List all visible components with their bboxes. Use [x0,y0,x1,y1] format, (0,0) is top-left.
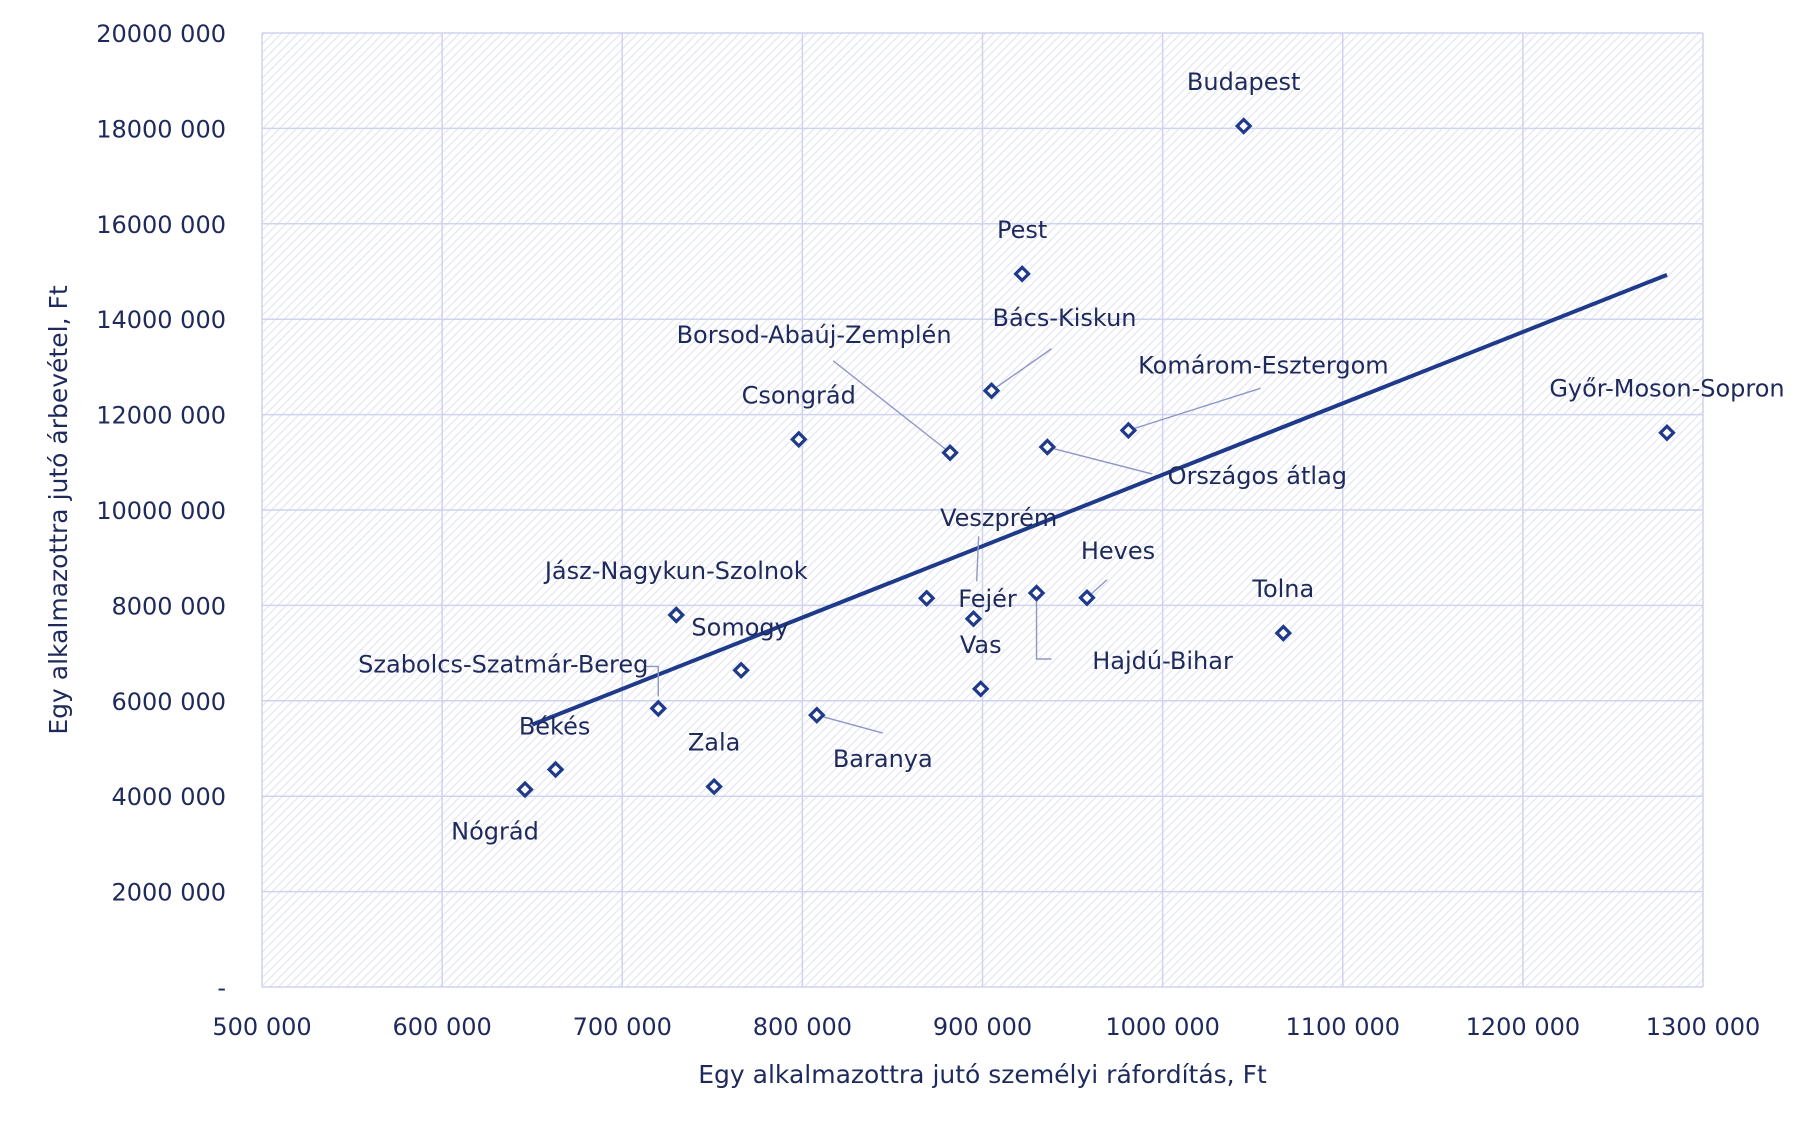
leader-line-veszprem [975,536,980,582]
label-veszprem: Veszprém [940,504,1057,532]
point-somogy [732,661,750,680]
x-axis-ticks: 500 000 600 000 700 000 800 000 900 000 1000 … [212,1013,1760,1041]
x-tick-label: 1100 000 [1285,1013,1400,1041]
x-tick-label: 500 000 [212,1013,311,1041]
point-csongrad [790,430,808,449]
point-szabolcs-szatmar-bereg [649,699,668,718]
leader-line-hajdu-bihar [1035,592,1052,660]
label-hajdu-bihar: Hajdú-Bihar [1092,647,1233,675]
y-tick-label: 18000 000 [96,115,226,143]
label-pest: Pest [997,216,1047,244]
label-borsod-abauj-zemplen: Borsod-Abaúj-Zemplén [677,321,952,349]
leader-line-szabolcs-szatmar-bereg [643,665,659,697]
label-zala: Zala [688,729,741,757]
x-tick-label: 800 000 [753,1013,852,1041]
point-gyor-moson-sopron [1658,423,1676,442]
point-jasz-nagykun-szolnok [667,606,686,624]
leader-line-komarom-esztergom [1128,387,1261,432]
x-tick-label: 1300 000 [1646,1013,1761,1041]
label-fejer: Fejér [958,585,1017,613]
x-tick-label: 700 000 [573,1013,672,1041]
leader-line-bacs-kiskun [991,348,1052,392]
y-tick-label: 12000 000 [96,402,226,430]
point-borsod-abauj-zemplen [941,443,959,462]
x-axis-title: Egy alkalmazottra jutó személyi ráfordít… [698,1060,1267,1089]
point-bekes [546,760,565,779]
point-baranya [808,706,826,724]
y-tick-label: 6000 000 [111,688,226,716]
point-bacs-kiskun [982,381,1001,400]
label-budapest: Budapest [1187,68,1301,96]
label-tolna: Tolna [1251,575,1314,603]
label-baranya: Baranya [833,745,933,773]
point-fejer [964,609,983,628]
y-axis-title: Egy alkalmazottra jutó árbevétel, Ft [44,285,73,734]
point-pest [1013,265,1031,283]
x-tick-label: 1000 000 [1105,1013,1220,1041]
point-budapest [1234,117,1253,135]
point-veszprem [917,589,936,608]
label-bekes: Békés [519,712,591,740]
data-labels: Budapest Pest Bács-Kiskun Borsod-Abaúj-Zemp… [358,68,1784,846]
point-tolna [1274,624,1293,642]
y-tick-label: 8000 000 [111,592,226,620]
point-orszagos-atlag [1038,438,1057,456]
point-heves [1078,589,1096,607]
point-nograd [516,780,534,799]
label-heves: Heves [1081,537,1155,565]
data-points [516,117,1676,799]
y-tick-label: 16000 000 [96,211,226,239]
y-tick-label: 10000 000 [96,497,226,525]
label-csongrad: Csongrád [742,381,856,409]
trend-line [531,272,1668,727]
x-tick-label: 900 000 [933,1013,1032,1041]
leader-line-baranya [816,714,883,734]
label-leader-lines [643,348,1261,734]
label-vas: Vas [960,631,1002,659]
point-vas [971,680,990,698]
y-tick-label: 20000 000 [96,20,226,48]
label-szabolcs-szatmar-bereg: Szabolcs-Szatmár-Bereg [358,650,648,678]
label-orszagos-atlag: Országos átlag [1168,462,1347,490]
x-tick-label: 1200 000 [1466,1013,1581,1041]
label-komarom-esztergom: Komárom-Esztergom [1138,351,1389,379]
x-tick-label: 600 000 [393,1013,492,1041]
gridlines [261,32,1704,988]
y-axis-ticks: - 2000 000 4000 000 6000 000 8000 000 10000 0… [96,20,226,1002]
point-zala [705,777,723,796]
label-gyor-moson-sopron: Győr-Moson-Sopron [1549,375,1784,403]
y-tick-label: - [217,974,226,1002]
y-tick-label: 4000 000 [111,783,226,811]
leader-line-orszagos-atlag [1047,446,1153,475]
point-komarom-esztergom [1119,421,1138,440]
label-bacs-kiskun: Bács-Kiskun [992,304,1136,332]
y-tick-label: 2000 000 [111,879,226,907]
label-somogy: Somogy [691,613,788,641]
label-nograd: Nógrád [451,818,539,846]
label-jasz-nagykun-szolnok: Jász-Nagykun-Szolnok [543,557,808,585]
y-tick-label: 14000 000 [96,306,226,334]
point-hajdu-bihar [1027,584,1046,602]
leader-line-borsod-abauj-zemplen [832,360,951,454]
